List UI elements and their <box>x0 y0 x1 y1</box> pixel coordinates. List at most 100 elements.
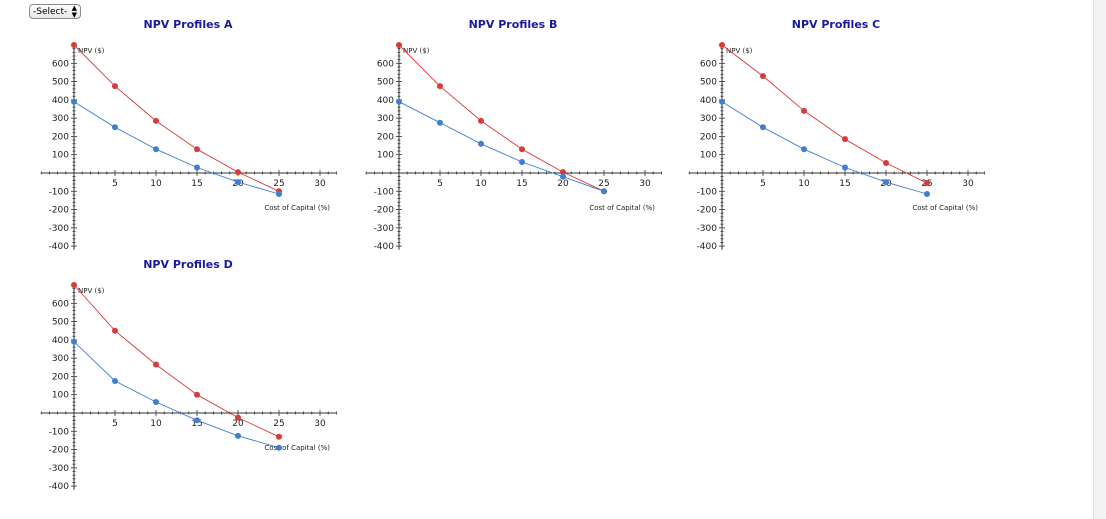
y-tick-label: 300 <box>700 114 717 124</box>
y-axis-label: NPV ($) <box>726 47 753 55</box>
data-point <box>71 42 77 49</box>
data-point <box>194 391 200 398</box>
y-tick-label: 400 <box>377 96 394 106</box>
y-tick-label: 200 <box>700 132 717 142</box>
x-tick-label: 5 <box>112 419 118 429</box>
data-point <box>842 164 848 171</box>
x-axis-label: Cost of Capital (%) <box>264 444 330 452</box>
data-point <box>276 191 282 198</box>
data-point <box>760 124 766 131</box>
series-line-1 <box>73 341 280 449</box>
y-axis-label: NPV ($) <box>403 47 430 55</box>
x-tick-label: 10 <box>150 419 162 429</box>
data-point <box>71 282 77 289</box>
data-point <box>437 83 443 90</box>
y-tick-label: 600 <box>377 59 394 69</box>
data-point <box>194 146 200 153</box>
data-point <box>560 173 566 180</box>
data-point <box>194 417 200 424</box>
scrollbar[interactable] <box>1093 0 1106 519</box>
x-tick-label: 25 <box>598 179 609 189</box>
y-tick-label: 200 <box>377 132 394 142</box>
y-tick-label: -300 <box>697 224 718 234</box>
y-tick-label: 600 <box>52 59 69 69</box>
data-point <box>235 414 241 421</box>
data-point <box>112 378 118 385</box>
data-point <box>519 146 525 153</box>
y-tick-label: 600 <box>52 299 69 309</box>
x-tick-label: 15 <box>516 179 527 189</box>
data-point <box>719 42 725 49</box>
data-point <box>153 146 159 153</box>
chart-title: NPV Profiles B <box>469 18 558 31</box>
chart-title: NPV Profiles C <box>792 18 881 31</box>
series-line-1 <box>721 101 928 195</box>
series-line-0 <box>73 44 280 192</box>
series-line-0 <box>721 44 928 184</box>
data-point <box>276 433 282 440</box>
data-point <box>437 119 443 126</box>
y-axis-label: NPV ($) <box>78 47 105 55</box>
data-point <box>719 98 725 105</box>
data-point <box>153 361 159 368</box>
data-point <box>153 117 159 124</box>
x-tick-label: 10 <box>798 179 810 189</box>
y-tick-label: 400 <box>52 336 69 346</box>
chart-title: NPV Profiles D <box>143 258 233 271</box>
x-tick-label: 15 <box>839 179 850 189</box>
chart-svg: NPV Profiles C51015202530600500400300200… <box>688 18 985 252</box>
chart-svg: NPV Profiles A51015202530600500400300200… <box>40 18 337 252</box>
data-point <box>519 159 525 166</box>
chart-svg: NPV Profiles B 5 10 15 20 25 30 600 500 400 300 200… <box>365 18 662 252</box>
updown-arrows-icon: ▲ ▼ <box>71 4 77 19</box>
x-tick-label: 10 <box>150 179 162 189</box>
y-tick-label: 200 <box>52 372 69 382</box>
data-point <box>235 432 241 439</box>
x-tick-label: 15 <box>191 179 202 189</box>
y-tick-label: -400 <box>374 242 395 252</box>
y-tick-label: -200 <box>374 206 395 216</box>
data-point <box>883 159 889 166</box>
data-point <box>478 140 484 147</box>
data-point <box>760 73 766 80</box>
x-tick-label: 25 <box>273 419 284 429</box>
data-point <box>112 83 118 90</box>
data-point <box>153 399 159 406</box>
data-point <box>235 169 241 176</box>
select-dropdown[interactable]: -Select- ▲ ▼ <box>29 4 81 19</box>
data-point <box>71 338 77 345</box>
data-point <box>801 107 807 114</box>
y-tick-label: -100 <box>49 427 70 437</box>
chart-npv-a: NPV Profiles A51015202530600500400300200… <box>10 15 340 255</box>
chart-svg: NPV Profiles D 5 10 15 20 25 30 600 500 400 300 200… <box>40 258 337 492</box>
y-tick-label: -200 <box>49 446 70 456</box>
y-tick-label: 500 <box>52 78 69 88</box>
x-tick-label: 25 <box>273 179 284 189</box>
y-tick-label: -100 <box>697 187 718 197</box>
x-tick-label: 30 <box>314 179 326 189</box>
y-tick-label: 100 <box>52 391 69 401</box>
data-point <box>478 117 484 124</box>
y-tick-label: 500 <box>377 78 394 88</box>
data-point <box>112 327 118 334</box>
data-point <box>924 191 930 198</box>
y-tick-label: -400 <box>697 242 718 252</box>
data-point <box>801 146 807 153</box>
x-tick-label: 30 <box>962 179 974 189</box>
y-tick-label: 300 <box>52 114 69 124</box>
y-tick-label: -200 <box>49 206 70 216</box>
data-point <box>112 124 118 131</box>
y-tick-label: 200 <box>52 132 69 142</box>
x-tick-label: 20 <box>557 179 569 189</box>
y-tick-label: -300 <box>49 464 70 474</box>
x-tick-label: 30 <box>314 419 326 429</box>
y-tick-label: -200 <box>697 206 718 216</box>
y-tick-label: 100 <box>52 151 69 161</box>
y-tick-label: -400 <box>49 482 70 492</box>
data-point <box>235 179 241 186</box>
chart-npv-c: NPV Profiles C51015202530600500400300200… <box>658 15 988 255</box>
x-tick-label: 5 <box>437 179 443 189</box>
x-tick-label: 15 <box>191 419 202 429</box>
y-tick-label: 500 <box>700 78 717 88</box>
data-point <box>883 179 889 186</box>
